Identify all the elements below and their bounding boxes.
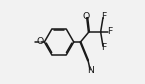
- Text: F: F: [107, 27, 112, 36]
- Text: O: O: [83, 12, 90, 21]
- Text: O: O: [37, 37, 44, 47]
- Text: F: F: [101, 43, 107, 52]
- Text: F: F: [101, 12, 107, 21]
- Text: N: N: [88, 66, 94, 75]
